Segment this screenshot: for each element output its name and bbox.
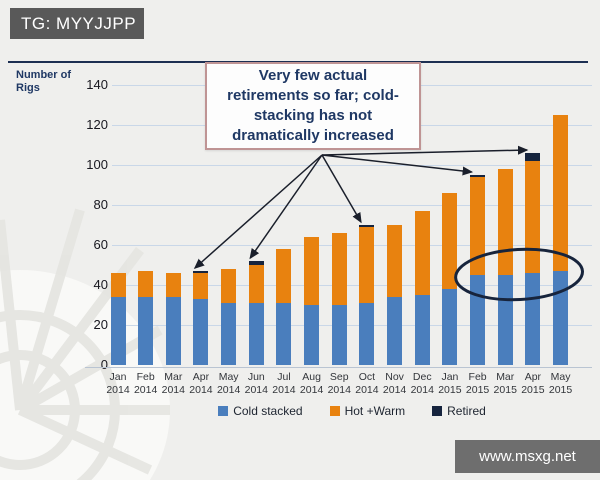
- bar-segment-cold-stacked: [553, 271, 569, 365]
- bar-segment-retired: [359, 225, 375, 227]
- legend-swatch-icon: [329, 406, 340, 416]
- annotation-arrow-apr-2015: [321, 145, 529, 156]
- bar-segment-hot-warm: [387, 225, 403, 297]
- bar-segment-hot-warm: [359, 227, 375, 303]
- bar-segment-cold-stacked: [442, 289, 458, 365]
- legend-swatch-icon: [218, 406, 229, 416]
- bar-segment-hot-warm: [553, 115, 569, 271]
- x-tick-label: Apr 2014: [189, 371, 213, 396]
- bar-segment-cold-stacked: [193, 299, 209, 365]
- legend-item-hot-warm: Hot +Warm: [329, 404, 406, 418]
- bar-segment-hot-warm: [442, 193, 458, 289]
- y-tick-label: 0: [100, 357, 108, 372]
- y-tick-label: 80: [93, 197, 108, 212]
- x-tick-label: Oct 2014: [355, 371, 379, 396]
- bar-segment-hot-warm: [470, 177, 486, 275]
- legend-item-cold-stacked: Cold stacked: [218, 404, 303, 418]
- x-tick-label: Mar 2014: [161, 371, 185, 396]
- gridline: [112, 245, 592, 246]
- annotation-text-line: retirements so far; cold-: [227, 87, 399, 104]
- legend-item-retired: Retired: [432, 404, 486, 418]
- x-tick-label: Jan 2015: [438, 371, 462, 396]
- y-tick-label: 120: [86, 117, 108, 132]
- chart-legend: Cold stacked Hot +Warm Retired: [112, 403, 592, 419]
- y-axis-title-line2: Rigs: [16, 82, 40, 94]
- annotation-arrow-feb-2015: [321, 154, 474, 176]
- y-axis-title-line1: Number of: [16, 69, 71, 81]
- y-tick-label: 100: [86, 157, 108, 172]
- tag-bar: TG: MYYJJPP: [10, 8, 144, 39]
- y-tick-label: 140: [86, 77, 108, 92]
- legend-label: Hot +Warm: [344, 404, 406, 418]
- bar-segment-cold-stacked: [276, 303, 292, 365]
- gridline: [112, 325, 592, 326]
- bar-segment-hot-warm: [165, 273, 181, 297]
- x-tick-label: May 2014: [216, 371, 241, 396]
- site-watermark: www.msxg.net: [455, 440, 600, 473]
- x-tick-label: Jul 2014: [272, 371, 296, 396]
- site-watermark-text: www.msxg.net: [479, 448, 576, 465]
- bar-segment-hot-warm: [525, 161, 541, 273]
- bar-segment-retired: [470, 175, 486, 177]
- annotation-text-line: dramatically increased: [232, 127, 394, 144]
- bar-segment-hot-warm: [304, 237, 320, 305]
- bar-segment-hot-warm: [138, 271, 154, 297]
- tag-label: TG: MYYJJPP: [21, 13, 137, 33]
- bar-segment-cold-stacked: [387, 297, 403, 365]
- bar-segment-cold-stacked: [525, 273, 541, 365]
- bar-segment-hot-warm: [248, 265, 264, 303]
- bar-segment-hot-warm: [221, 269, 237, 303]
- bar-segment-hot-warm: [331, 233, 347, 305]
- bar-segment-hot-warm: [276, 249, 292, 303]
- legend-label: Retired: [447, 404, 486, 418]
- gridline: [112, 285, 592, 286]
- bar-segment-cold-stacked: [331, 305, 347, 365]
- bar-segment-retired: [525, 153, 541, 161]
- x-tick-label: Nov 2014: [382, 371, 407, 396]
- annotation-text-line: Very few actual: [258, 67, 368, 84]
- bar-segment-cold-stacked: [221, 303, 237, 365]
- bar-segment-hot-warm: [497, 169, 513, 275]
- y-tick-label: 40: [93, 277, 108, 292]
- shell-watermark-decoration: [0, 208, 170, 480]
- y-tick-label: 60: [93, 237, 108, 252]
- bar-segment-hot-warm: [414, 211, 430, 295]
- x-tick-label: May 2015: [548, 371, 573, 396]
- y-tick-label: 20: [93, 317, 108, 332]
- annotation-callout: Very few actual retirements so far; cold-…: [205, 62, 421, 150]
- x-tick-label: Mar 2015: [493, 371, 517, 396]
- bar-segment-cold-stacked: [110, 297, 126, 365]
- bar-segment-retired: [248, 261, 264, 265]
- x-tick-label: Feb 2015: [465, 371, 490, 396]
- x-tick-label: Apr 2015: [521, 371, 545, 396]
- x-tick-label: Jan 2014: [106, 371, 130, 396]
- gridline: [112, 165, 592, 166]
- x-tick-label: Aug 2014: [299, 371, 324, 396]
- y-axis-title: Number of Rigs: [16, 69, 86, 95]
- x-tick-label: Sep 2014: [327, 371, 351, 396]
- annotation-arrow-apr-2014: [193, 154, 323, 269]
- bar-segment-cold-stacked: [470, 275, 486, 365]
- bar-segment-cold-stacked: [414, 295, 430, 365]
- bar-segment-hot-warm: [193, 273, 209, 299]
- bar-segment-cold-stacked: [359, 303, 375, 365]
- x-tick-label: Dec 2014: [410, 371, 434, 396]
- bar-segment-hot-warm: [110, 273, 126, 297]
- bar-segment-cold-stacked: [497, 275, 513, 365]
- bar-segment-cold-stacked: [304, 305, 320, 365]
- x-tick-label: Feb 2014: [133, 371, 158, 396]
- annotation-text-line: stacking has not: [253, 107, 373, 124]
- bar-segment-cold-stacked: [165, 297, 181, 365]
- x-axis-line: [85, 367, 592, 368]
- legend-label: Cold stacked: [233, 404, 303, 418]
- x-tick-label: Jun 2014: [244, 371, 268, 396]
- bar-segment-cold-stacked: [248, 303, 264, 365]
- bar-segment-retired: [193, 271, 209, 273]
- legend-swatch-icon: [432, 406, 443, 416]
- bar-segment-cold-stacked: [138, 297, 154, 365]
- gridline: [112, 205, 592, 206]
